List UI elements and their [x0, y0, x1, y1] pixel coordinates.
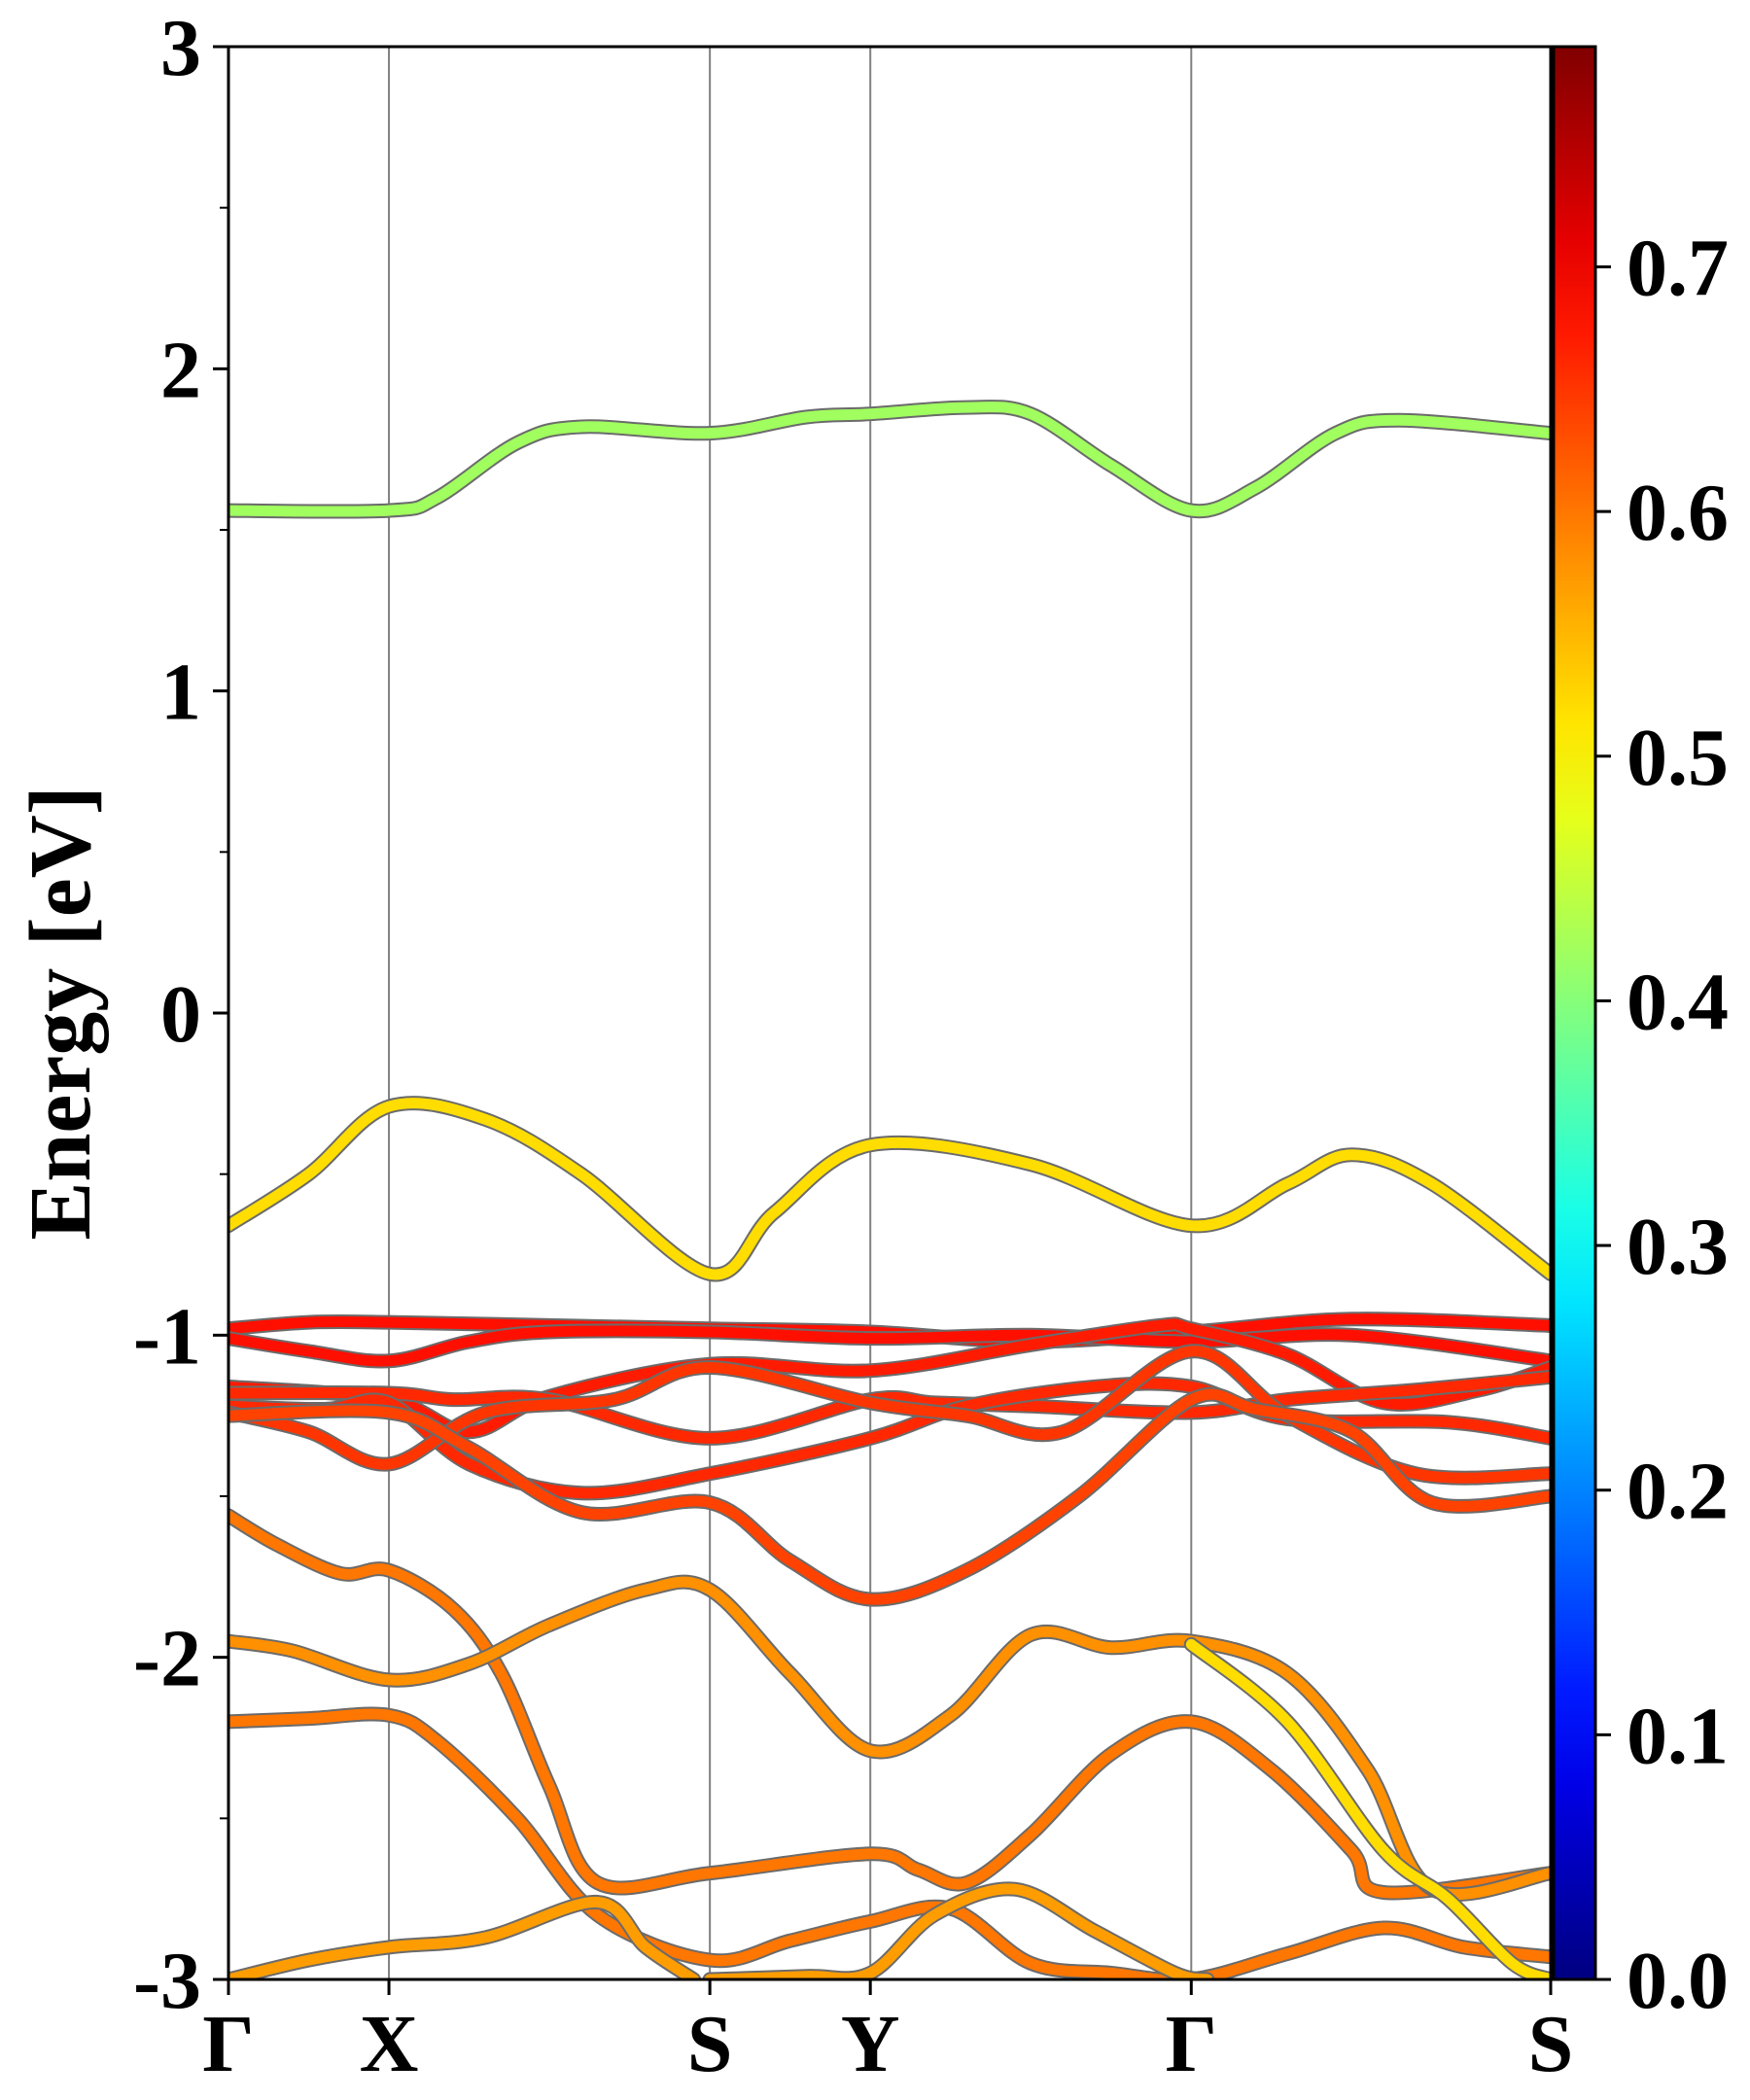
k-point-label: Y — [841, 1999, 900, 2089]
k-point-label: Γ — [1166, 1999, 1217, 2089]
band-line-15 — [1185, 1638, 1551, 1979]
y-tick-label: -2 — [133, 1614, 201, 1704]
y-tick-label: 3 — [160, 3, 201, 93]
band-line-12 — [228, 1708, 1551, 1979]
k-point-label: S — [1528, 1999, 1574, 2089]
band-line-9 — [228, 1388, 1551, 1605]
band-line-6 — [228, 1371, 1551, 1444]
colorbar-tick-label: 0.7 — [1627, 223, 1729, 313]
colorbar-tick-label: 0.6 — [1627, 468, 1729, 558]
colorbar: 0.0 0.1 0.2 0.3 0.4 0.5 0.6 0.7 — [1552, 45, 1729, 2026]
y-axis-title: Energy [eV] — [13, 786, 109, 1240]
band-line-4 — [228, 1325, 1551, 1367]
band-line-11 — [228, 1576, 1551, 1900]
y-tick-label: -3 — [133, 1936, 201, 2026]
colorbar-tick-label: 0.0 — [1627, 1936, 1729, 2026]
band-lines — [228, 400, 1551, 1979]
y-tick-label: 2 — [160, 325, 201, 415]
k-point-gridlines — [388, 47, 1193, 1979]
band-line-1 — [228, 402, 1551, 517]
k-point-label: Γ — [202, 1999, 254, 2089]
y-axis: 3 2 1 0 -1 -2 -3 — [133, 3, 228, 2026]
y-tick-label: 0 — [160, 969, 201, 1060]
band-line-2 — [228, 1098, 1551, 1280]
band-line-13 — [228, 1896, 700, 1979]
band-line-10 — [228, 1510, 1551, 1899]
band-line-14 — [704, 1883, 1213, 1979]
colorbar-tick-label: 0.5 — [1627, 713, 1729, 803]
colorbar-tick-label: 0.3 — [1627, 1202, 1729, 1292]
y-tick-label: -1 — [133, 1291, 201, 1382]
k-point-label: X — [360, 1999, 419, 2089]
k-point-label: S — [687, 1999, 733, 2089]
y-tick-label: 1 — [160, 648, 201, 738]
colorbar-tick-label: 0.4 — [1627, 957, 1729, 1047]
colorbar-tick-label: 0.1 — [1627, 1691, 1729, 1781]
colorbar-gradient — [1552, 45, 1597, 1981]
colorbar-tick-label: 0.2 — [1627, 1447, 1729, 1537]
